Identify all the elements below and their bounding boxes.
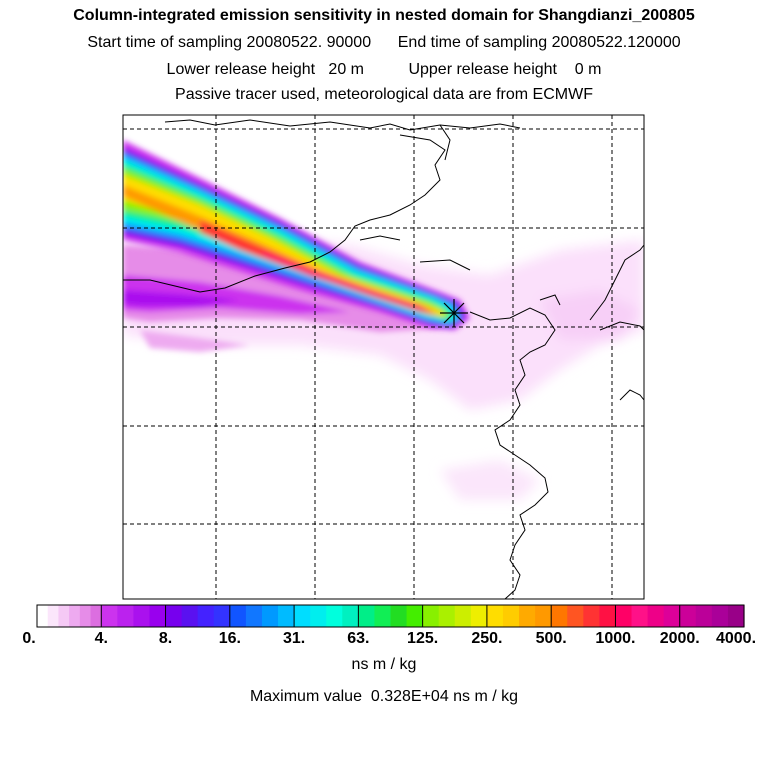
colorbar-swatch (631, 605, 649, 627)
colorbar-swatch (486, 605, 504, 627)
colorbar-swatch (599, 605, 617, 627)
colorbar-swatch (101, 605, 118, 627)
colorbar-swatch (470, 605, 488, 627)
colorbar-tick-label: 250. (471, 630, 503, 647)
colorbar-tick-label: 1000. (595, 630, 636, 647)
colorbar-swatch (454, 605, 472, 627)
map-gridlines (123, 115, 644, 599)
colorbar-swatch (197, 605, 215, 627)
colorbar-swatch (438, 605, 456, 627)
colorbar-swatch (422, 605, 440, 627)
moderate-sensitivity-field (123, 245, 440, 352)
colorbar-swatch (551, 605, 568, 627)
map-frame (122, 114, 645, 600)
sampling-times: Start time of sampling 20080522. 90000 E… (87, 34, 681, 51)
colorbar-tick-label: 500. (535, 630, 567, 647)
colorbar-swatch (117, 605, 135, 627)
colorbar-tick-label: 4000. (715, 630, 757, 647)
colorbar-swatch (695, 605, 713, 627)
colorbar-swatch (261, 605, 279, 627)
colorbar-swatch (390, 605, 408, 627)
colorbar-swatch (342, 605, 359, 627)
colorbar-swatch (615, 605, 633, 627)
colorbar-swatch (519, 605, 536, 627)
colorbar-tick-label: 125. (407, 630, 439, 647)
colorbar-swatch (406, 605, 424, 627)
colorbar-swatch (535, 605, 552, 627)
colorbar-swatch (294, 605, 311, 627)
maximum-value-note: Maximum value 0.328E+04 ns m / kg (249, 688, 519, 705)
colorbar-swatch (711, 605, 729, 627)
colorbar-tick-label: 8. (158, 630, 173, 647)
colorbar-swatch (47, 605, 60, 627)
colorbar-swatch (358, 605, 376, 627)
colorbar-swatch (278, 605, 295, 627)
colorbar-frame (36, 604, 745, 628)
colorbar-swatch (374, 605, 392, 627)
colorbar-swatch (502, 605, 520, 627)
colorbar-tick-label: 4. (94, 630, 108, 647)
colorbar-units: ns m / kg (351, 656, 417, 673)
release-site-marker (440, 299, 468, 327)
colorbar-swatch (229, 605, 247, 627)
colorbar-swatch (310, 605, 327, 627)
colorbar-tick-label: 2000. (659, 630, 700, 647)
colorbar-tick-label: 31. (282, 630, 306, 647)
colorbar-swatch (165, 605, 183, 627)
colorbar-swatch (37, 605, 49, 627)
colorbar-swatch (583, 605, 600, 627)
colorbar-swatch (79, 605, 92, 627)
plume (123, 140, 470, 330)
figure-title: Column-integrated emission sensitivity i… (73, 7, 695, 24)
tracer-info: Passive tracer used, meteorological data… (175, 86, 593, 103)
colorbar-swatch (149, 605, 167, 627)
colorbar-swatch (213, 605, 231, 627)
colorbar-swatch (679, 605, 697, 627)
colorbar-swatch (245, 605, 263, 627)
colorbar-swatch (727, 605, 745, 627)
coastlines (123, 119, 644, 599)
colorbar-swatch (133, 605, 151, 627)
colorbar-swatch (663, 605, 681, 627)
colorbar-swatches (37, 605, 745, 627)
colorbar-swatch (69, 605, 81, 627)
colorbar-swatch (567, 605, 584, 627)
colorbar-swatch (58, 605, 70, 627)
release-heights: Lower release height 20 m Upper release … (166, 61, 602, 78)
colorbar-swatch (647, 605, 665, 627)
colorbar-tick-label: 16. (218, 630, 241, 647)
colorbar-tick-label: 0. (22, 630, 36, 647)
colorbar-swatch (181, 605, 199, 627)
colorbar-tick-label: 63. (347, 630, 370, 647)
colorbar-swatch (90, 605, 102, 627)
colorbar-swatch (326, 605, 343, 627)
colorbar-dividers (100, 605, 681, 627)
